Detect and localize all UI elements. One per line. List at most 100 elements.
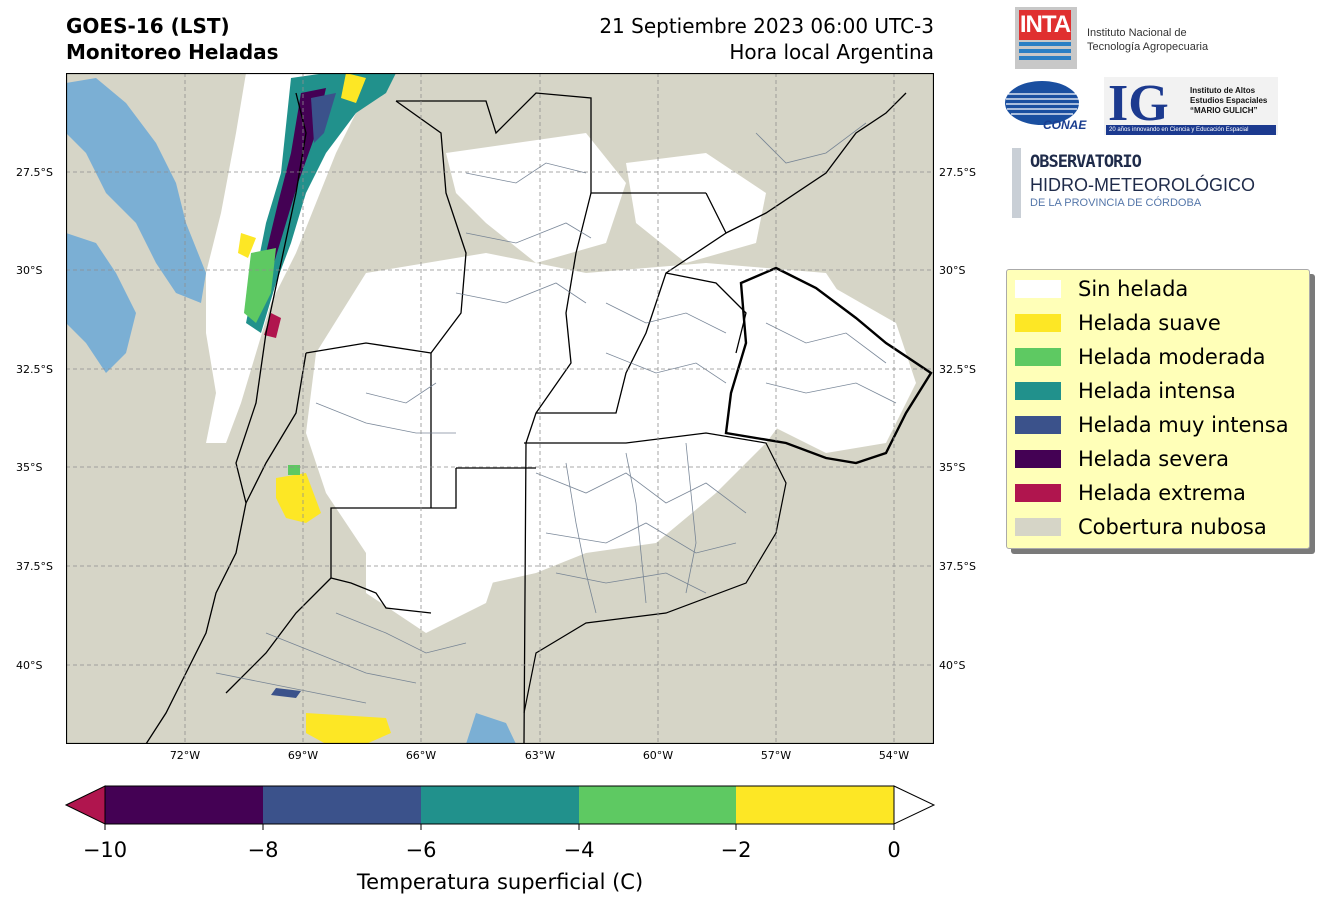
lon-tick: 72°W — [169, 749, 201, 762]
lon-tick: 66°W — [405, 749, 437, 762]
legend-item: Helada severa — [1015, 442, 1229, 476]
ig-strip: 20 años innovando en Ciencia y Educación… — [1106, 125, 1276, 135]
lat-tick-left: 35°S — [16, 461, 43, 474]
legend-label: Helada intensa — [1078, 379, 1236, 403]
map-title: GOES-16 (LST) Monitoreo Heladas — [66, 13, 279, 65]
colorbar-over-arrow — [893, 785, 936, 825]
lat-tick-left: 40°S — [16, 659, 43, 672]
frost-mild-area — [276, 473, 321, 523]
colorbar-tick: −10 — [82, 838, 128, 862]
inta-logo-mark: INTA — [1019, 10, 1071, 40]
legend-swatch — [1015, 382, 1061, 400]
ig-logo-letters: IG — [1108, 75, 1169, 132]
date-line: 21 Septiembre 2023 06:00 UTC-3 — [599, 14, 934, 38]
legend-swatch — [1015, 314, 1061, 332]
inta-name-line: Tecnología Agropecuaria — [1087, 41, 1209, 53]
legend-swatch — [1015, 280, 1061, 298]
observatorio-logo-bar — [1012, 148, 1021, 218]
conae-logo — [1005, 81, 1079, 125]
title-line-2: Monitoreo Heladas — [66, 40, 279, 64]
lon-tick: 60°W — [642, 749, 674, 762]
legend-swatch — [1015, 348, 1061, 366]
coastline — [523, 432, 787, 714]
water-body — [66, 233, 136, 373]
ig-name-line: Instituto de Altos — [1190, 86, 1256, 95]
colorbar-segment — [579, 786, 736, 824]
water-body — [466, 713, 516, 744]
frost-moderate-area — [288, 465, 300, 475]
local-time-line: Hora local Argentina — [729, 40, 934, 64]
observatorio-title: OBSERVATORIO — [1030, 152, 1142, 172]
legend-item: Cobertura nubosa — [1015, 510, 1267, 544]
legend-item: Helada intensa — [1015, 374, 1236, 408]
map-legend: Sin helada Helada suave Helada moderada … — [1006, 269, 1310, 549]
lon-tick: 69°W — [287, 749, 319, 762]
lat-tick-left: 30°S — [16, 264, 43, 277]
lat-tick-right: 40°S — [939, 659, 966, 672]
legend-swatch — [1015, 450, 1061, 468]
district-borders — [215, 122, 897, 704]
lon-tick: 63°W — [524, 749, 556, 762]
no-frost-area — [206, 73, 366, 443]
lat-tick-right: 27.5°S — [939, 166, 976, 179]
title-line-1: GOES-16 (LST) — [66, 14, 230, 38]
no-frost-area — [726, 283, 916, 453]
legend-label: Helada muy intensa — [1078, 413, 1289, 437]
colorbar-segment — [263, 786, 421, 824]
colorbar-tick: −4 — [563, 838, 595, 862]
lat-tick-right: 30°S — [939, 264, 966, 277]
legend-swatch — [1015, 416, 1061, 434]
lon-tick: 54°W — [878, 749, 910, 762]
frost-severe-area — [266, 88, 326, 263]
colorbar-segment — [105, 786, 263, 824]
legend-item: Helada moderada — [1015, 340, 1266, 374]
legend-swatch — [1015, 484, 1061, 502]
colorbar-tick: −2 — [720, 838, 752, 862]
ig-name: Instituto de Altos Estudios Espaciales “… — [1190, 86, 1267, 116]
lat-tick-right: 37.5°S — [939, 560, 976, 573]
colorbar-under-arrow — [64, 785, 106, 825]
graticule — [66, 73, 934, 744]
no-frost-area — [366, 503, 506, 633]
legend-label: Sin helada — [1078, 277, 1189, 301]
frost-map — [66, 73, 934, 744]
observatorio-province: DE LA PROVINCIA DE CÓRDOBA — [1030, 197, 1202, 209]
legend-item: Sin helada — [1015, 272, 1188, 306]
inta-name: Instituto Nacional de Tecnología Agropec… — [1087, 26, 1208, 54]
conae-logo-text: CONAE — [1043, 118, 1087, 132]
province-borders — [145, 92, 907, 744]
legend-item: Helada muy intensa — [1015, 408, 1289, 442]
colorbar-tick: 0 — [887, 838, 901, 862]
lat-tick-right: 32.5°S — [939, 363, 976, 376]
colorbar-tick: −6 — [405, 838, 437, 862]
frost-very-intense-area — [271, 688, 301, 698]
lon-tick: 57°W — [760, 749, 792, 762]
colorbar — [64, 785, 936, 830]
frost-moderate-area — [244, 248, 276, 323]
legend-label: Helada extrema — [1078, 481, 1246, 505]
ig-name-line: Estudios Espaciales — [1190, 96, 1268, 105]
colorbar-label: Temperatura superficial (C) — [356, 870, 644, 894]
colorbar-segment — [736, 786, 894, 824]
observatorio-subtitle: HIDRO-METEOROLÓGICO — [1030, 175, 1256, 195]
colorbar-segment — [421, 786, 579, 824]
frost-very-intense-area — [311, 93, 336, 143]
legend-item: Helada extrema — [1015, 476, 1246, 510]
frost-mild-area — [341, 73, 366, 103]
legend-swatch — [1015, 518, 1061, 536]
inta-name-line: Instituto Nacional de — [1087, 27, 1187, 39]
water-body — [66, 78, 206, 303]
inta-logo-stripes — [1019, 42, 1071, 60]
legend-label: Helada suave — [1078, 311, 1221, 335]
legend-item: Helada suave — [1015, 306, 1221, 340]
frost-extreme-area — [264, 313, 281, 338]
map-frame — [66, 73, 934, 744]
legend-label: Helada moderada — [1078, 345, 1266, 369]
uruguay-border — [724, 266, 933, 465]
colorbar-tick: −8 — [247, 838, 279, 862]
lat-tick-left: 32.5°S — [16, 363, 53, 376]
lat-tick-left: 37.5°S — [16, 560, 53, 573]
legend-label: Cobertura nubosa — [1078, 515, 1267, 539]
frost-mild-area — [306, 713, 391, 744]
lat-tick-right: 35°S — [939, 461, 966, 474]
